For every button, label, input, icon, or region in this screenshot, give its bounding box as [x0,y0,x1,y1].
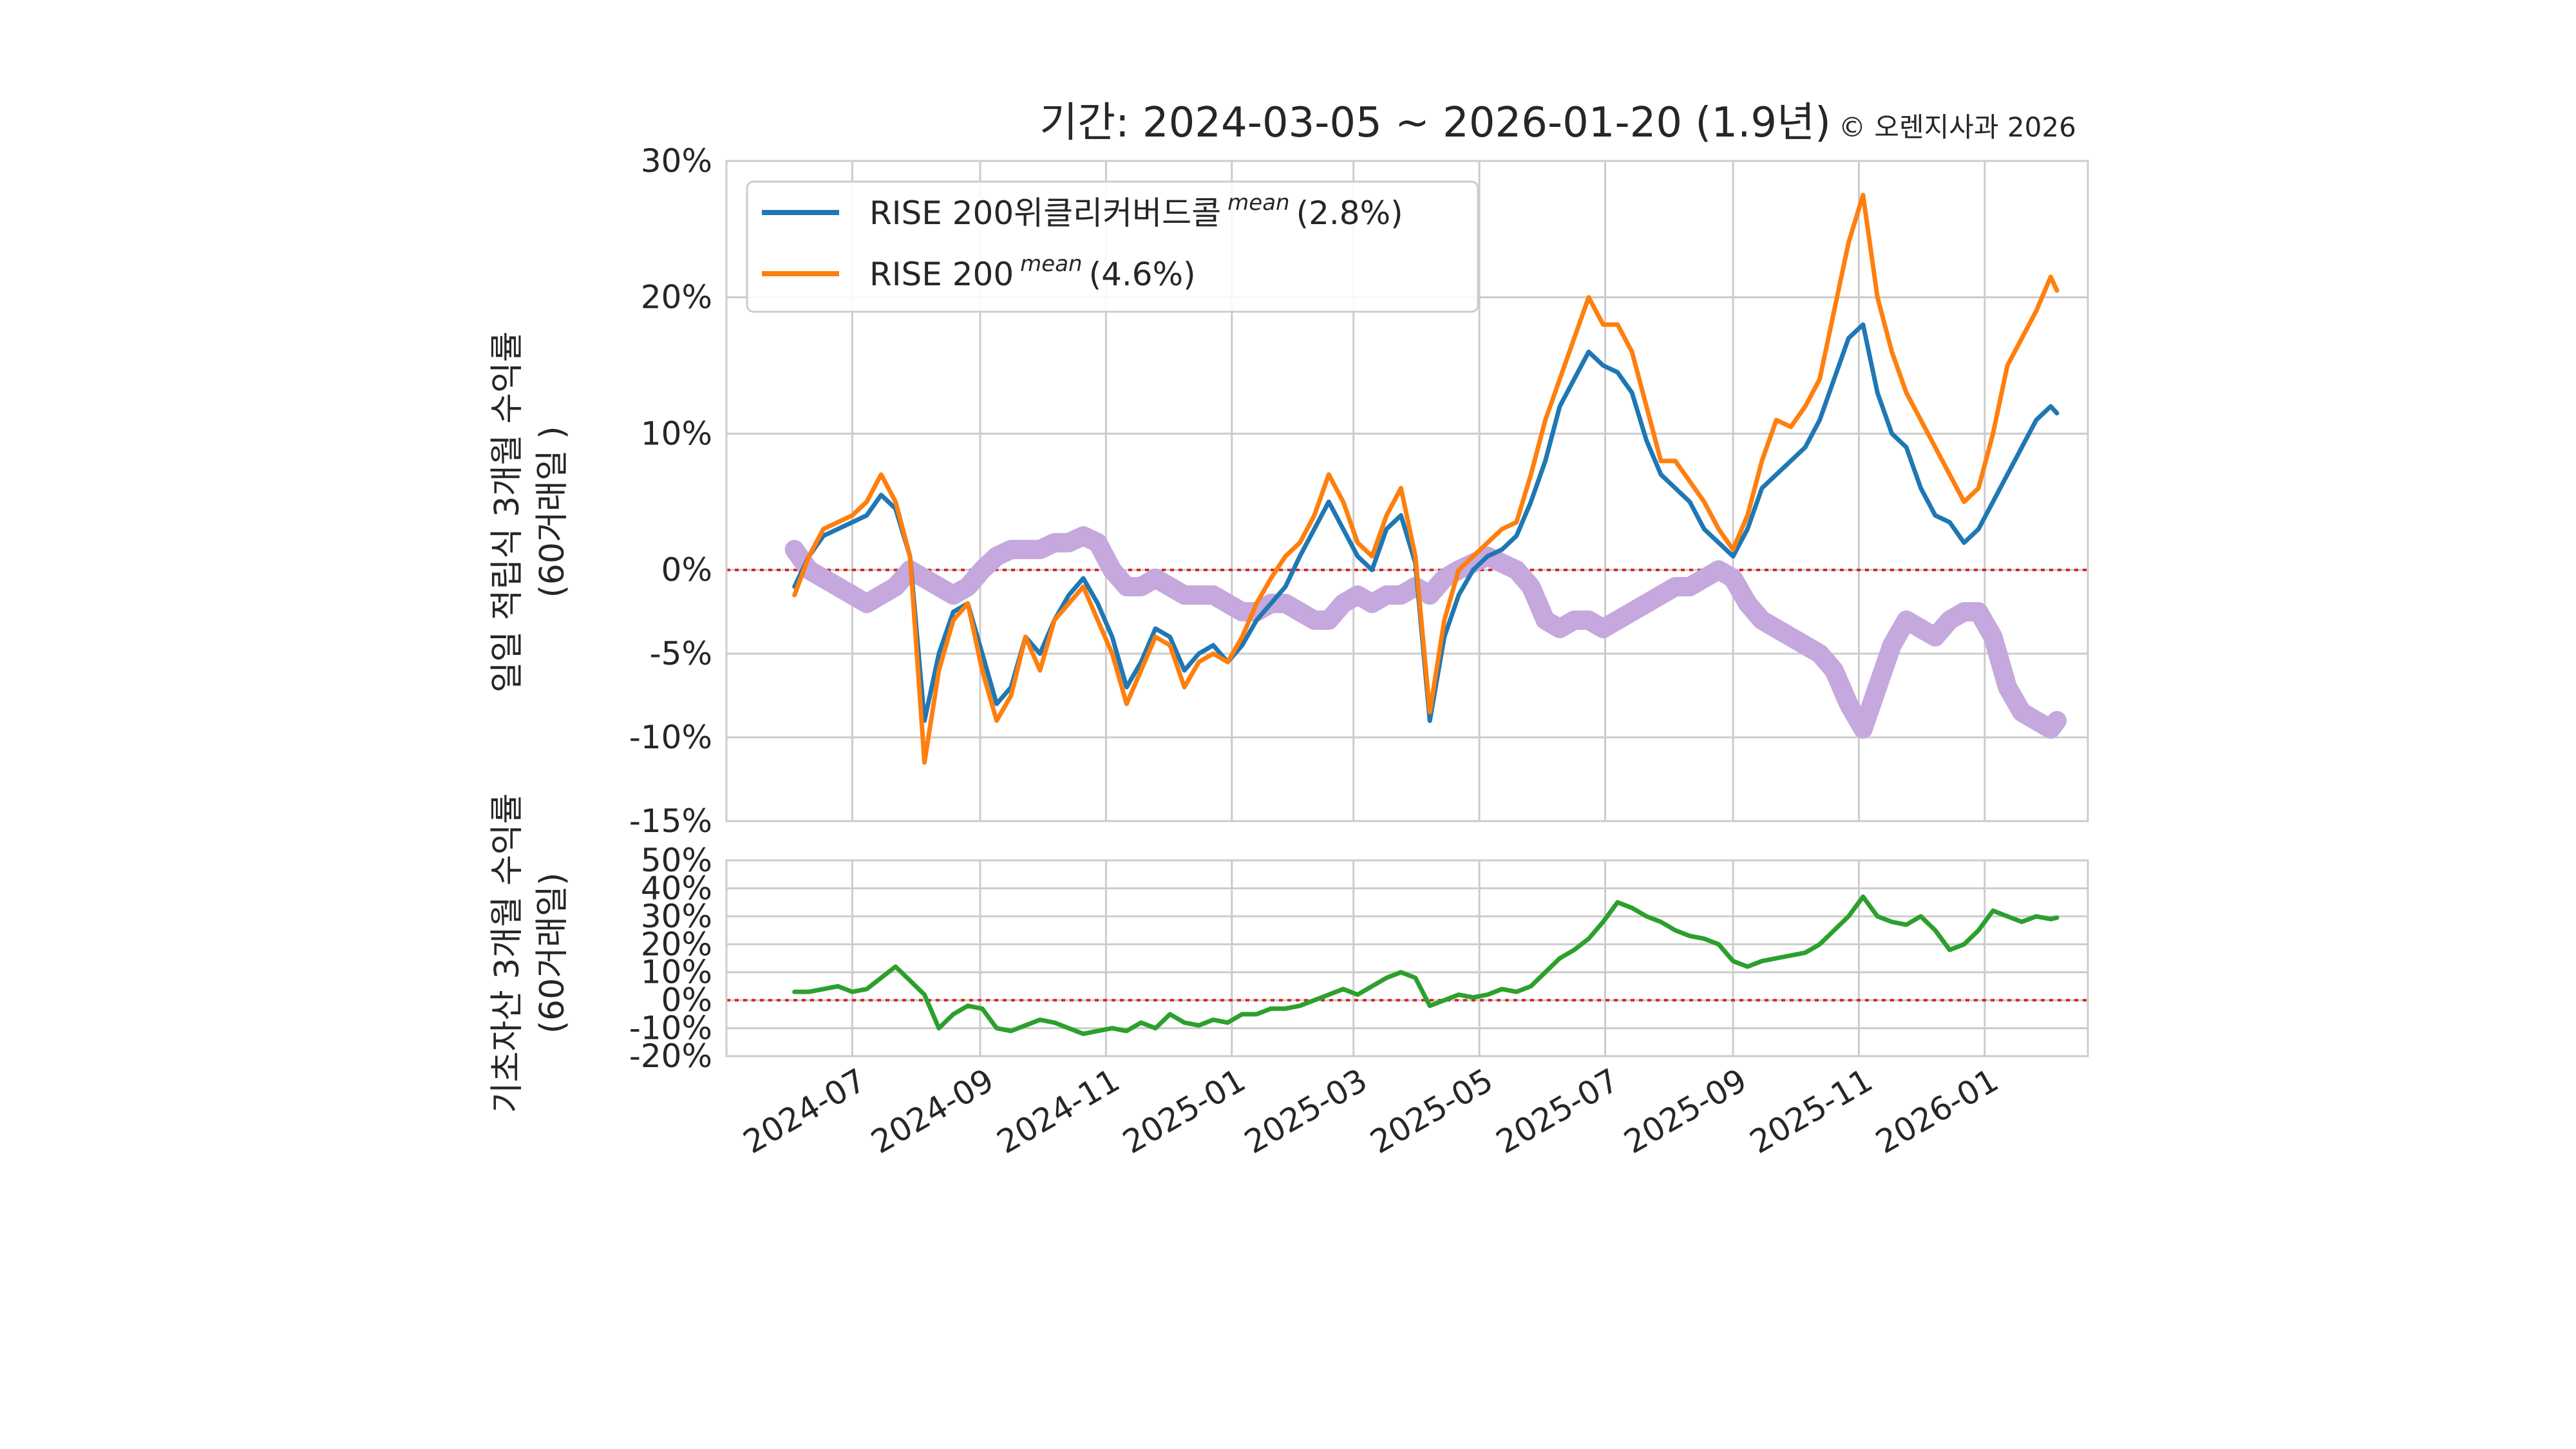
top-y-axis-label: 일일 적립식 3개월 수익률 [488,331,527,692]
bottom-y-tick-label: 20% [641,925,712,963]
legend: RISE 200위클리커버드콜 mean (2.8%) RISE 200 mean (4… [746,180,1479,313]
top-plot-frame [725,160,2089,822]
bottom-y-tick-label: -20% [629,1037,712,1075]
bottom-series-group [792,895,2060,1036]
series-line-underlying [792,895,2060,1036]
top-series-group [784,193,2067,765]
legend-label-rise200: RISE 200 mean (4.6%) [869,251,1196,293]
chart-title: 기간: 2024-03-05 ~ 2026-01-20 (1.9년) [1039,99,1831,147]
bottom-y-tick-label: 40% [641,869,712,907]
top-y-tick-label: 20% [641,279,712,316]
bottom-plot-frame [725,859,2089,1057]
bottom-panel: 50%40%30%20%10%0%-10%-20% [629,842,2089,1075]
top-y-axis-label-line2: (60거래일 ) [533,426,572,598]
top-y-axis: 30% 20% 10% 0% -5% -10% -15% [629,142,712,840]
top-y-tick-label: 30% [641,142,712,180]
bottom-y-axis: 50%40%30%20%10%0%-10%-20% [629,842,712,1075]
series-line-spread [784,526,2067,739]
top-y-tick-label: -15% [629,802,712,840]
legend-mean-covered-call: (2.8%) [1296,194,1403,232]
legend-box [746,180,1479,313]
bottom-y-tick-label: 0% [661,981,712,1019]
legend-name-covered-call: RISE 200위클리커버드콜 [869,194,1221,232]
bottom-y-tick-label: 30% [641,898,712,935]
top-y-tick-label: -10% [629,719,712,756]
top-y-tick-label: 0% [661,551,712,589]
bottom-y-axis-label: 기초자산 3개월 수익률 [488,793,527,1113]
legend-sup-rise200: mean [1020,251,1082,277]
legend-label-covered-call: RISE 200위클리커버드콜 mean (2.8%) [869,190,1403,232]
legend-sup-covered-call: mean [1227,190,1289,216]
bottom-y-axis-label-line2: (60거래일) [533,873,572,1034]
bottom-y-tick-label: -10% [629,1010,712,1047]
legend-mean-rise200: (4.6%) [1089,256,1196,293]
legend-name-rise200: RISE 200 [869,256,1014,293]
series-line-covered-call [792,322,2060,723]
bottom-y-tick-label: 10% [641,954,712,991]
top-y-tick-label: 10% [641,415,712,452]
bottom-y-tick-label: 50% [641,842,712,879]
copyright-label: © 오렌지사과 2026 [1839,111,2076,143]
series-line-rise200 [792,193,2060,765]
top-y-tick-label: -5% [650,635,712,672]
